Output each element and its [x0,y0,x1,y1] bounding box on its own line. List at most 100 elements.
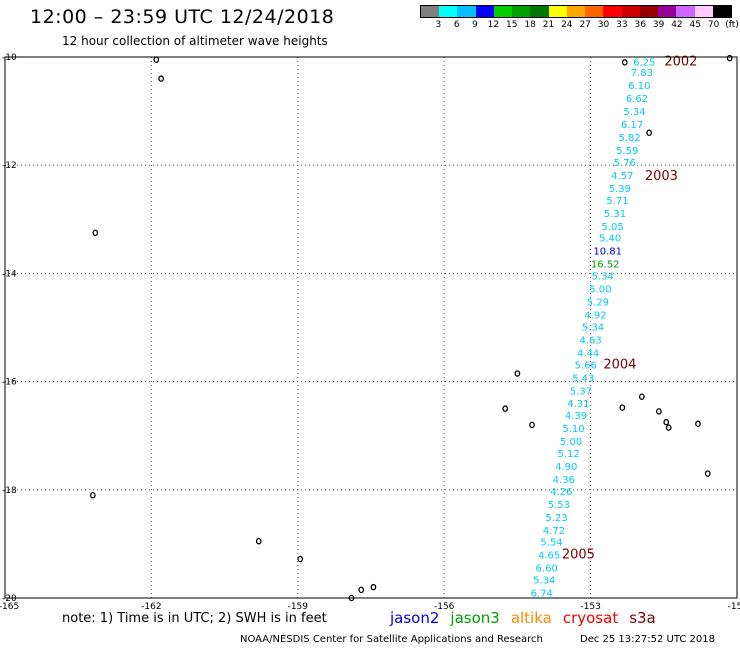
island-outline [638,393,645,400]
satellite-label-jason3: jason3 [450,609,500,627]
island-outline [656,408,662,415]
island-outline [92,229,99,237]
latitude-tick-label: -14 [2,269,17,279]
longitude-tick-label: -165 [0,602,19,612]
color-swatch [658,6,677,17]
longitude-tick-label: -15 [728,602,740,612]
satellite-legend: jason2 jason3 altika cryosat s3a [390,609,667,627]
color-scale-legend: 3 6 9 12 15 18 21 24 27 30 33 36 39 42 45 70 (ft) [420,5,739,37]
wave-height-reading: 5.00 [560,437,582,448]
page-subtitle: 12 hour collection of altimeter wave hei… [62,34,328,48]
longitude-tick-label: -162 [141,602,161,612]
wave-height-reading: 5.53 [548,500,570,511]
island-outline [502,405,509,412]
color-scale-label: (ft) [725,20,739,30]
color-scale-label: 15 [506,20,518,30]
wave-height-reading: 4.44 [577,348,599,359]
wave-height-reading: 5.05 [601,222,623,233]
wave-height-reading: 5.82 [619,133,641,144]
latitude-tick-label: -12 [2,161,17,171]
island-outline [158,75,165,82]
latitude-tick-label: -20 [2,594,17,604]
page-title: 12:00 – 23:59 UTC 12/24/2018 [30,6,335,28]
wave-height-reading: 5.66 [575,360,597,371]
color-scale-label: 36 [634,20,646,30]
wave-height-reading: 4.63 [579,335,601,346]
color-scale-label: 27 [579,20,591,30]
wave-height-reading: 10.81 [593,247,622,258]
units-note: note: 1) Time is in UTC; 2) SWH is in fe… [62,611,327,626]
wave-height-reading: 5.34 [533,576,555,587]
color-swatch [512,6,531,17]
wave-height-reading: 5.54 [540,538,562,549]
island-outline [514,370,521,377]
map-frame [4,56,738,599]
wave-height-reading: 5.12 [558,449,580,460]
hour-marker: 2002 [664,54,697,69]
island-outline [621,59,628,66]
longitude-tick-label: -159 [288,602,309,612]
color-scale-label: 21 [542,20,555,30]
wave-height-reading: 5.40 [599,234,621,245]
wave-height-reading: 7.83 [631,68,653,79]
color-swatch [585,6,604,17]
wave-height-reading: 5.71 [606,196,628,207]
wave-height-reading: 6.25 [633,57,655,68]
wave-height-reading: 4.90 [555,462,577,473]
island-outline [663,418,670,426]
color-swatch [439,6,458,17]
island-outline [646,129,653,136]
wave-height-reading: 5.34 [582,322,604,333]
generated-timestamp: Dec 25 13:27:52 UTC 2018 [580,634,715,645]
wave-height-reading: 4.57 [611,171,633,182]
wave-height-reading: 5.37 [570,386,592,397]
color-scale-labels: 3 6 9 12 15 18 21 24 27 30 33 36 39 42 45 70 (ft) [420,18,738,32]
wave-height-reading: 4.31 [567,399,589,410]
wave-height-reading: 5.00 [589,285,611,296]
island-outline [153,56,160,63]
latitude-tick-label: -18 [2,486,17,496]
wave-height-reading: 4.39 [565,411,587,422]
island-outline [370,583,377,591]
color-scale-label: 18 [524,20,536,30]
wave-height-reading: 5.23 [545,513,567,524]
island-outline [619,404,626,411]
color-scale-label: 12 [487,20,500,30]
wave-height-reading: 6.10 [628,81,650,92]
color-scale-label: 70 [707,20,720,30]
color-scale-label: 3 [435,20,442,30]
wave-height-reading: 6.17 [621,120,643,131]
color-scale-label: 9 [472,20,478,30]
wave-height-reading: 5.31 [604,209,626,220]
color-swatch [493,6,513,17]
color-scale-swatches [420,5,732,18]
color-swatch [457,6,476,17]
color-swatch [566,6,586,17]
island-outline [704,470,711,477]
wave-height-reading: 4.65 [538,551,560,562]
color-swatch [603,6,622,17]
wave-height-reading: 6.74 [531,589,553,600]
longitude-tick-label: -153 [580,602,600,612]
satellite-label-altika: altika [510,609,552,627]
wave-height-reading: 6.62 [626,94,648,105]
latitude-tick-label: -10 [2,53,17,63]
wave-height-reading: 5.59 [616,146,638,157]
track-readings: 6.257.83 6.10 6.62 5.34 6.17 5.82 5.595.76 4.57… [531,57,656,599]
wave-height-reading: 4.26 [550,487,572,498]
island-outline [255,537,262,545]
color-swatch [548,6,567,17]
color-scale-label: 24 [561,20,573,30]
wave-height-reading: 4.92 [584,311,606,322]
wave-height-reading: 4.36 [553,475,575,486]
color-swatch [694,6,713,17]
hour-marker: 2005 [562,548,595,563]
island-outline [726,54,733,62]
island-outline [529,421,535,429]
hour-marker: 2004 [603,357,636,372]
axis-ticks: -10 -12 -14 -16 -18 -20-165 -162 -159 -156 -153 -1… [0,53,740,612]
color-scale-label: 30 [597,20,610,30]
wave-height-reading: 5.43 [572,373,594,384]
color-swatch [530,6,549,17]
